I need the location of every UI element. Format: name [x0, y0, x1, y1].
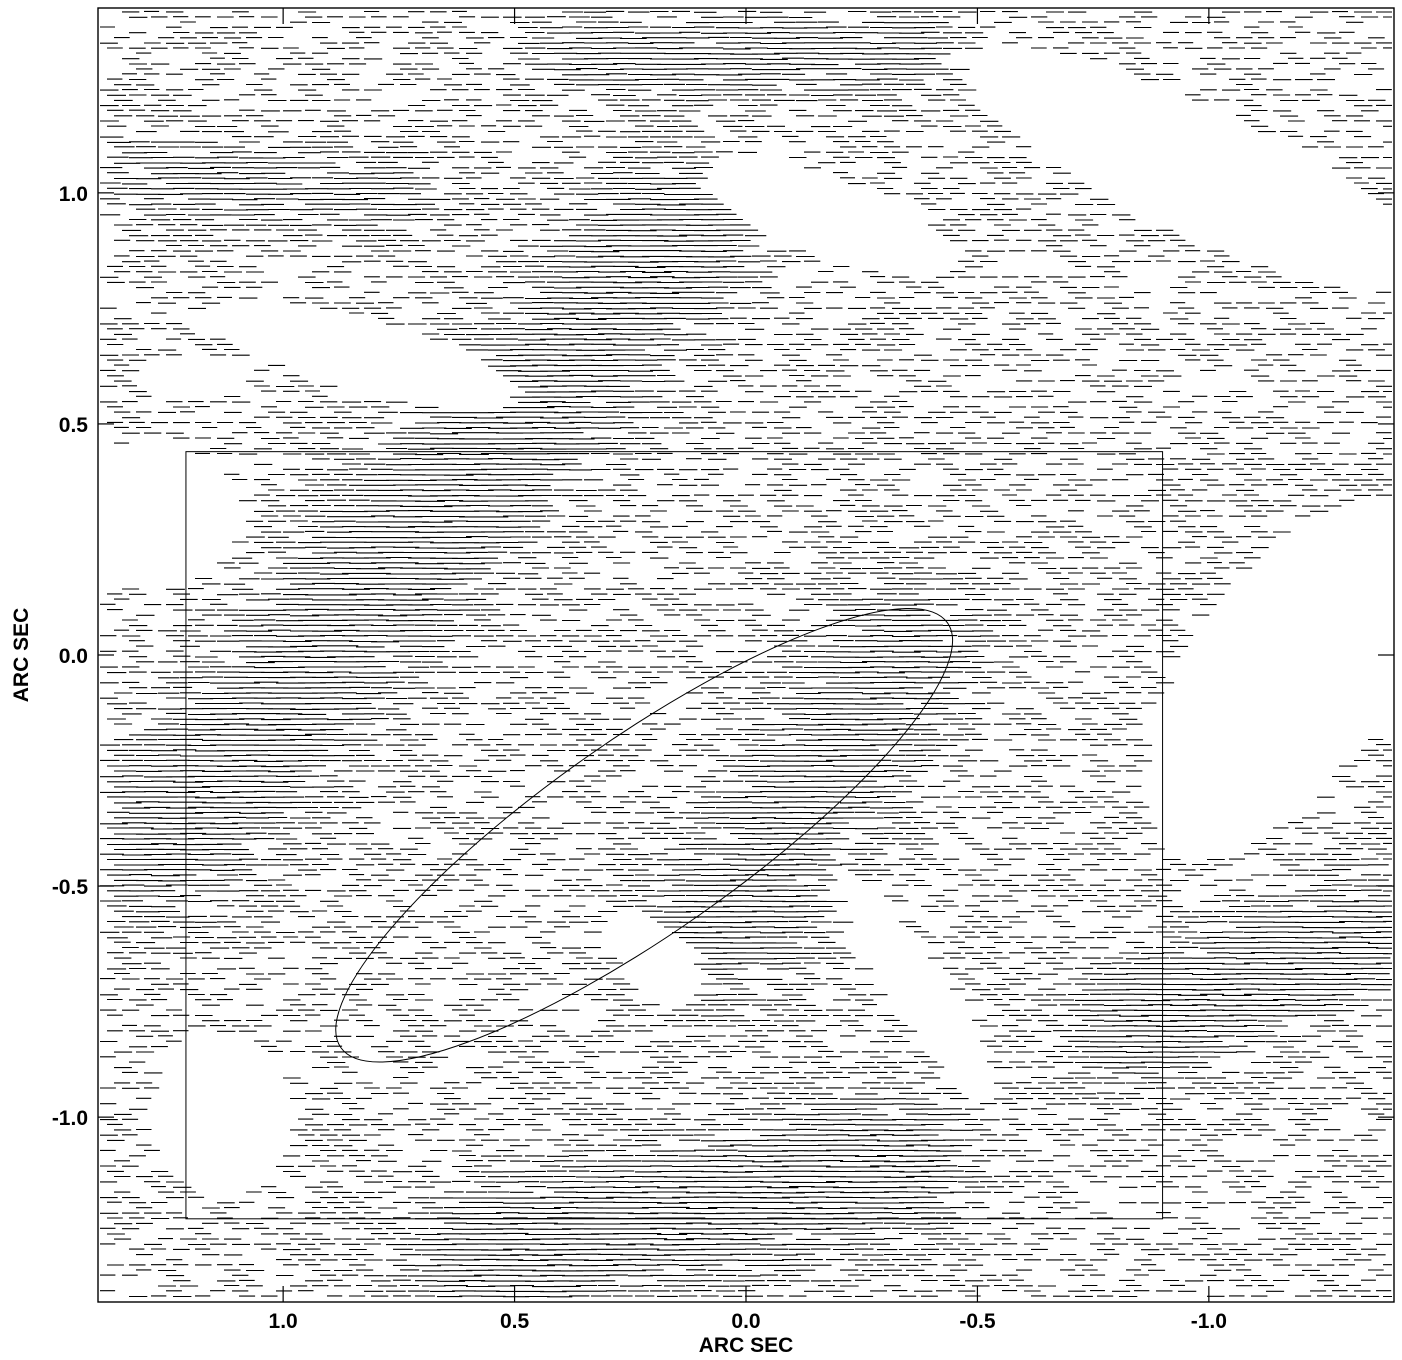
y-tick-label: 0.0: [59, 645, 88, 668]
vector-segment-group: [100, 1113, 1392, 1173]
axis-ticks: [98, 8, 1394, 1302]
vector-segment-group: [100, 255, 1392, 320]
vector-segment-group: [100, 556, 1261, 617]
vector-field-segments: [100, 10, 1392, 1298]
x-tick-label: 1.0: [269, 1310, 298, 1333]
vector-segment-group: [100, 1217, 1392, 1267]
y-tick-label: 0.5: [59, 414, 89, 437]
vector-segment-group: [100, 998, 1392, 1053]
vector-segment-group: [100, 62, 1392, 127]
x-axis-tick-labels: 1.0 0.5 0.0 -0.5 -1.0: [269, 1310, 1227, 1333]
y-tick-label: -1.0: [52, 1107, 88, 1130]
vector-segment-group: [100, 671, 1175, 736]
x-tick-label: -0.5: [959, 1310, 996, 1333]
vector-segment-group: [100, 842, 1392, 892]
vector-segment-group: [100, 733, 1392, 788]
x-tick-label: 0.5: [500, 1310, 530, 1333]
vector-segment-group: [100, 1050, 1392, 1116]
vector-segment-group: [195, 442, 1392, 497]
vector-segment-group: [100, 125, 1392, 195]
vector-segment-group: [100, 889, 1392, 944]
vector-segment-group: [100, 385, 1392, 445]
vector-segment-group: [100, 785, 1392, 846]
aperture-ellipse: [335, 607, 954, 1063]
plot-frame: [97, 7, 1395, 1303]
x-tick-label: -1.0: [1191, 1310, 1227, 1333]
y-tick-label: 1.0: [59, 183, 88, 206]
x-tick-label: 0.0: [731, 1310, 760, 1333]
y-axis-title: ARC SEC: [10, 608, 33, 703]
vector-segment-group: [232, 494, 1392, 559]
vector-segment-group: [100, 10, 1392, 65]
vector-segment-group: [100, 1264, 1392, 1298]
vector-segment-group: [100, 619, 1194, 674]
overlay-shapes: [185, 451, 1164, 1220]
slit-rectangle: [185, 451, 1164, 1220]
y-tick-label: -0.5: [52, 876, 89, 899]
y-axis-tick-labels: 1.0 0.5 0.0 -0.5 -1.0: [52, 183, 89, 1130]
vector-segment-group: [100, 941, 1392, 1001]
vector-segment-group: [100, 317, 1392, 387]
vector-segment-group: [100, 192, 1392, 258]
x-axis-title: ARC SEC: [699, 1334, 794, 1357]
vector-segment-group: [100, 1170, 1392, 1220]
